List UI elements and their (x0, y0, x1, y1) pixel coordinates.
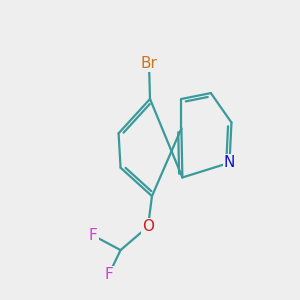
Text: O: O (142, 219, 154, 234)
Text: N: N (224, 155, 235, 170)
Text: F: F (89, 228, 98, 243)
Text: F: F (104, 267, 113, 282)
Text: Br: Br (141, 56, 158, 71)
